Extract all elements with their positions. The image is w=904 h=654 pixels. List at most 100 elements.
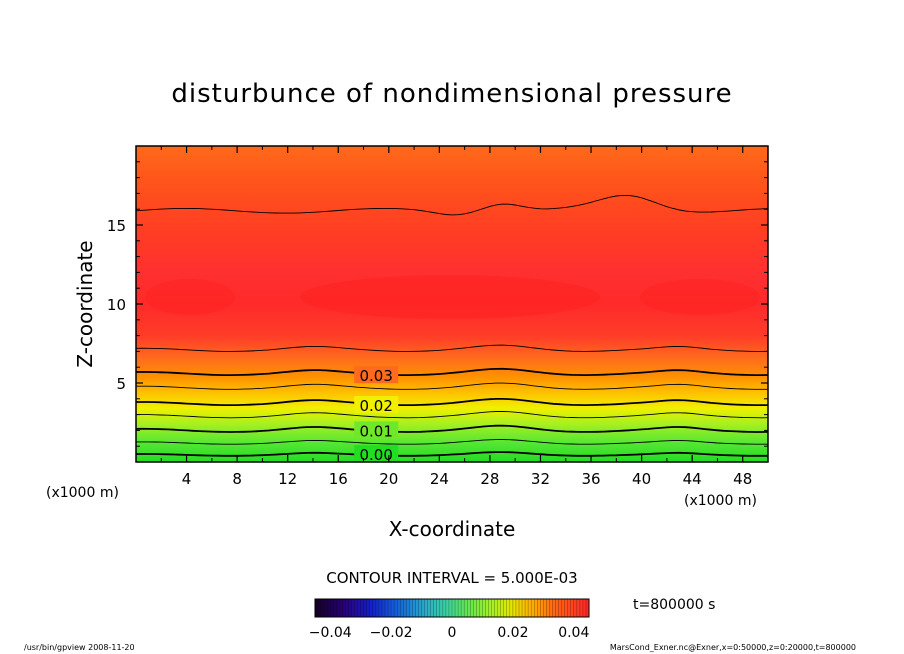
x-tick-label: 20 bbox=[379, 470, 398, 488]
colorbar-swatch bbox=[388, 599, 392, 617]
x-unit-right: (x1000 m) bbox=[684, 493, 757, 509]
contour-label-bg bbox=[354, 366, 399, 384]
colorbar-swatch bbox=[506, 599, 511, 617]
colorbar-swatch bbox=[570, 599, 575, 617]
colorbar-swatch bbox=[342, 599, 346, 617]
contour-interval: CONTOUR INTERVAL = 5.000E-03 bbox=[326, 569, 577, 587]
contour-label-bg bbox=[354, 421, 399, 439]
contour-line bbox=[136, 451, 768, 457]
colorbar-swatch bbox=[378, 599, 383, 617]
colorbar-swatch bbox=[324, 599, 328, 617]
contour-line bbox=[136, 194, 768, 216]
colorbar-swatch bbox=[488, 599, 492, 617]
colorbar-swatch bbox=[494, 599, 498, 617]
contour-label: 0.03 bbox=[359, 367, 392, 385]
colorbar-swatch bbox=[558, 599, 562, 617]
colorbar-swatch bbox=[415, 599, 419, 617]
colorbar-swatch bbox=[391, 599, 395, 617]
colorbar-swatch bbox=[561, 599, 565, 617]
colorbar-swatch bbox=[452, 599, 456, 617]
colorbar-swatch bbox=[512, 599, 517, 617]
contour-label-bg bbox=[354, 445, 399, 463]
colorbar-swatch bbox=[412, 599, 416, 617]
footer-left: /usr/bin/gpview 2008-11-20 bbox=[24, 643, 135, 652]
colorbar-swatch bbox=[427, 599, 431, 617]
contour-label: 0.01 bbox=[359, 422, 392, 440]
x-tick-label: 40 bbox=[632, 470, 651, 488]
colorbar-swatch bbox=[442, 599, 447, 617]
contour-line bbox=[136, 398, 768, 407]
colorbar-swatch bbox=[461, 599, 465, 617]
colorbar-swatch bbox=[522, 599, 526, 617]
colorbar-swatch bbox=[436, 599, 441, 617]
colorbar-swatch bbox=[345, 599, 349, 617]
colorbar-swatch bbox=[500, 599, 505, 617]
colorbar-swatch bbox=[351, 599, 355, 617]
contour-line bbox=[136, 344, 768, 352]
colorbar-swatch bbox=[406, 599, 410, 617]
colorbar bbox=[314, 599, 590, 617]
colorbar-swatch bbox=[375, 599, 380, 617]
field-core bbox=[145, 279, 235, 315]
colorbar-swatch bbox=[439, 599, 444, 617]
x-tick-label: 44 bbox=[683, 470, 702, 488]
x-tick-label: 16 bbox=[329, 470, 348, 488]
colorbar-swatch bbox=[509, 599, 514, 617]
field-core bbox=[640, 279, 760, 315]
colorbar-swatch bbox=[503, 599, 508, 617]
x-tick-label: 36 bbox=[581, 470, 600, 488]
contour-label: 0.00 bbox=[359, 446, 392, 464]
colorbar-swatch bbox=[549, 599, 553, 617]
colorbar-swatch bbox=[564, 599, 568, 617]
colorbar-swatch bbox=[321, 599, 325, 617]
colorbar-swatch bbox=[327, 599, 331, 617]
colorbar-swatch bbox=[366, 599, 371, 617]
colorbar-frame bbox=[314, 598, 590, 618]
contour-line bbox=[136, 367, 768, 377]
contour-line bbox=[136, 411, 768, 419]
colorbar-swatch bbox=[582, 599, 587, 617]
colorbar-swatch bbox=[339, 599, 343, 617]
colorbar-swatch bbox=[448, 599, 453, 617]
colorbar-swatch bbox=[552, 599, 556, 617]
colorbar-swatch bbox=[579, 599, 584, 617]
plot-area: 0.030.020.010.00 4 8 12 16 20 24 28 32 36 40 44 485… bbox=[107, 145, 769, 488]
colorbar-swatch bbox=[546, 599, 550, 617]
contour-line bbox=[136, 424, 768, 433]
colorbar-swatch bbox=[409, 599, 413, 617]
x-tick-label: 4 bbox=[182, 470, 192, 488]
colorbar-swatch bbox=[485, 599, 489, 617]
colorbar-swatch bbox=[497, 599, 502, 617]
colorbar-swatch bbox=[354, 599, 358, 617]
y-tick-label: 5 bbox=[116, 375, 126, 393]
time-label: t=800000 s bbox=[633, 597, 715, 613]
colorbar-swatch bbox=[372, 599, 377, 617]
x-tick-label: 12 bbox=[278, 470, 297, 488]
colorbar-swatch bbox=[531, 599, 535, 617]
colorbar-swatch bbox=[467, 599, 471, 617]
colorbar-swatch bbox=[445, 599, 450, 617]
colorbar-tick-label: 0.02 bbox=[497, 625, 528, 641]
y-axis-label: Z-coordinate bbox=[73, 240, 97, 367]
colorbar-swatch bbox=[381, 599, 386, 617]
colorbar-tick-label: 0.04 bbox=[558, 625, 589, 641]
chart-title: disturbunce of nondimensional pressure bbox=[171, 79, 732, 109]
colorbar-swatch bbox=[540, 599, 544, 617]
colorbar-swatch bbox=[333, 599, 337, 617]
colorbar-swatch bbox=[397, 599, 401, 617]
colorbar-swatch bbox=[479, 599, 483, 617]
y-tick-label: 10 bbox=[107, 296, 126, 314]
y-tick-label: 15 bbox=[107, 217, 126, 235]
colorbar-swatch bbox=[476, 599, 480, 617]
colorbar-swatch bbox=[421, 599, 425, 617]
x-tick-label: 32 bbox=[531, 470, 550, 488]
colorbar-swatch bbox=[455, 599, 459, 617]
colorbar-swatch bbox=[470, 599, 474, 617]
colorbar-swatch bbox=[369, 599, 374, 617]
colorbar-swatch bbox=[491, 599, 495, 617]
x-tick-label: 48 bbox=[733, 470, 752, 488]
contour-label: 0.02 bbox=[359, 397, 392, 415]
colorbar-swatch bbox=[543, 599, 547, 617]
colorbar-swatch bbox=[528, 599, 532, 617]
